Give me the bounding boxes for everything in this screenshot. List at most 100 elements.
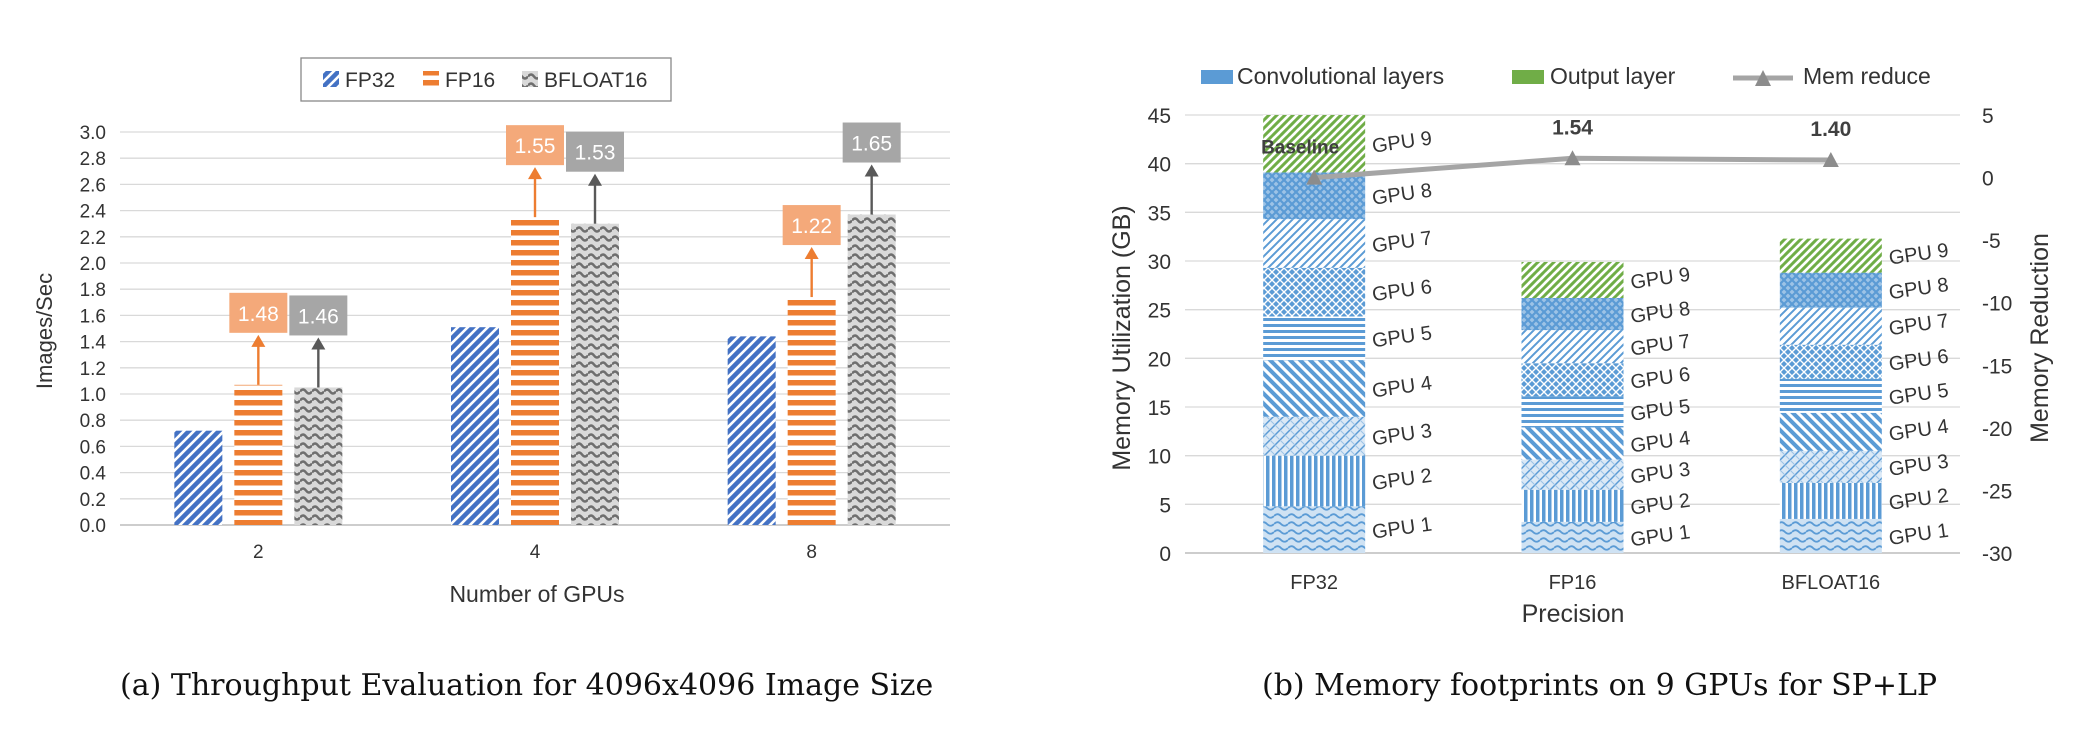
y2-tick-label: -5 xyxy=(1982,230,2001,253)
x-tick-label: FP16 xyxy=(1549,572,1597,594)
y-tick-label: 0.2 xyxy=(80,490,106,511)
segment-label: GPU 8 xyxy=(1887,274,1950,304)
segment-fp16-gpu7 xyxy=(1521,330,1624,364)
memory-chart: 0 5 10 15 20 25 30 35 40 45 -30 -25 -20 -15 -10 -5 0 5 G… xyxy=(1108,63,2054,628)
y2-tick-label: -20 xyxy=(1982,418,2012,441)
segment-bfloat16-gpu9 xyxy=(1779,238,1882,273)
bar-bfloat16-2 xyxy=(294,387,343,525)
y-tick-label: 1.2 xyxy=(80,359,106,380)
caption-b: (b) Memory footprints on 9 GPUs for SP+L… xyxy=(1262,668,1938,703)
y-tick-label: 15 xyxy=(1148,397,1171,420)
mem-reduce-marker xyxy=(1306,169,1323,185)
bar-bfloat16-8 xyxy=(847,214,896,525)
y-tick-label: 1.6 xyxy=(80,306,106,327)
y-tick-label: 2.2 xyxy=(80,228,106,249)
y2-tick-label: -15 xyxy=(1982,355,2012,378)
segment-bfloat16-gpu4 xyxy=(1779,412,1882,451)
y-axis-label: Images/Sec xyxy=(32,273,57,389)
segment-label: GPU 1 xyxy=(1887,520,1950,550)
segment-label: GPU 2 xyxy=(1629,490,1692,520)
bar-bfloat16-4 xyxy=(571,223,619,525)
legend: FP32 FP16 BFLOAT16 xyxy=(300,57,672,102)
segment-bfloat16-gpu2 xyxy=(1779,482,1882,519)
legend-label: FP32 xyxy=(345,69,395,92)
speedup-arrowhead xyxy=(864,164,879,177)
segment-label: GPU 3 xyxy=(1629,458,1692,488)
x-tick-label: 2 xyxy=(253,542,264,563)
segment-label: GPU 1 xyxy=(1629,521,1692,551)
bar-fp16-8 xyxy=(787,297,836,525)
y2-tick-label: -10 xyxy=(1982,293,2012,316)
legend-swatch xyxy=(423,71,439,87)
segment-fp32-gpu9 xyxy=(1263,115,1366,173)
legend-swatch xyxy=(522,71,538,87)
y-tick-label: 0 xyxy=(1159,543,1171,566)
segment-bfloat16-gpu8 xyxy=(1779,272,1882,308)
y-tick-label: 25 xyxy=(1148,300,1171,323)
segment-label: GPU 4 xyxy=(1887,416,1950,446)
legend-label: Output layer xyxy=(1550,63,1676,89)
speedup-label: 1.22 xyxy=(791,215,832,238)
y-tick-label: 35 xyxy=(1148,202,1171,225)
segment-label: GPU 9 xyxy=(1629,264,1692,294)
segment-bfloat16-gpu3 xyxy=(1779,450,1882,483)
speedup-label: 1.55 xyxy=(515,135,556,158)
legend-label: FP16 xyxy=(445,69,495,92)
y-tick-label: 30 xyxy=(1148,251,1171,274)
mem-reduce-marker xyxy=(1564,150,1581,166)
speedup-arrowhead xyxy=(804,247,819,260)
legend-swatch xyxy=(323,71,339,87)
segment-label: GPU 7 xyxy=(1629,330,1692,360)
segment-label: GPU 1 xyxy=(1371,513,1434,543)
x-axis-label: Precision xyxy=(1522,600,1625,628)
mem-reduce-label: 1.54 xyxy=(1552,116,1593,139)
y2-tick-label: 0 xyxy=(1982,168,1994,191)
y2-tick-label: -30 xyxy=(1982,543,2012,566)
speedup-box xyxy=(229,292,288,333)
y-tick-label: 40 xyxy=(1148,154,1171,177)
speedup-box xyxy=(506,125,564,166)
segment-label: GPU 3 xyxy=(1371,420,1434,450)
legend-swatch-output xyxy=(1512,70,1544,84)
y-tick-label: 2.8 xyxy=(80,149,106,170)
y2-tick-label: 5 xyxy=(1982,105,1994,128)
y-tick-label: 0.8 xyxy=(80,411,106,432)
y-tick-label: 1.0 xyxy=(80,385,106,406)
bar-fp32-4 xyxy=(451,327,499,525)
segment-label: GPU 2 xyxy=(1887,485,1950,515)
caption-a: (a) Throughput Evaluation for 4096x4096 … xyxy=(120,668,934,703)
speedup-arrowhead xyxy=(588,173,602,186)
legend-swatch-marker xyxy=(1755,70,1771,86)
x-tick-label: BFLOAT16 xyxy=(1782,572,1881,594)
x-tick-label: 4 xyxy=(530,542,541,563)
segment-label: GPU 5 xyxy=(1629,396,1692,426)
segment-fp16-gpu5 xyxy=(1521,396,1624,428)
y-tick-label: 2.0 xyxy=(80,254,106,275)
legend-label: Convolutional layers xyxy=(1237,63,1444,89)
segment-fp32-gpu3 xyxy=(1263,416,1366,456)
segment-label: GPU 6 xyxy=(1887,346,1950,376)
segment-fp16-gpu8 xyxy=(1521,297,1624,331)
segment-label: GPU 6 xyxy=(1629,364,1692,394)
segment-label: GPU 7 xyxy=(1887,310,1950,340)
mem-reduce-marker xyxy=(1822,152,1839,168)
segment-fp32-gpu6 xyxy=(1263,267,1366,317)
y-tick-label: 45 xyxy=(1148,105,1171,128)
segment-label: GPU 4 xyxy=(1371,372,1434,402)
segment-bfloat16-gpu1 xyxy=(1779,518,1882,553)
legend-label: BFLOAT16 xyxy=(544,69,647,92)
y-tick-label: 20 xyxy=(1148,348,1171,371)
mem-reduce-label: 1.40 xyxy=(1810,118,1851,141)
x-tick-label: 8 xyxy=(806,542,817,563)
segment-label: GPU 8 xyxy=(1629,298,1692,328)
x-axis-label: Number of GPUs xyxy=(449,581,624,607)
segment-fp32-gpu4 xyxy=(1263,360,1366,417)
y-tick-label: 0.0 xyxy=(80,516,106,537)
segment-fp32-gpu1 xyxy=(1263,506,1366,553)
x-tick-label: FP32 xyxy=(1290,572,1338,594)
segment-label: GPU 6 xyxy=(1371,276,1434,306)
y-tick-label: 1.8 xyxy=(80,280,106,301)
segment-label: GPU 9 xyxy=(1371,128,1434,158)
legend-swatch-conv xyxy=(1201,70,1233,84)
